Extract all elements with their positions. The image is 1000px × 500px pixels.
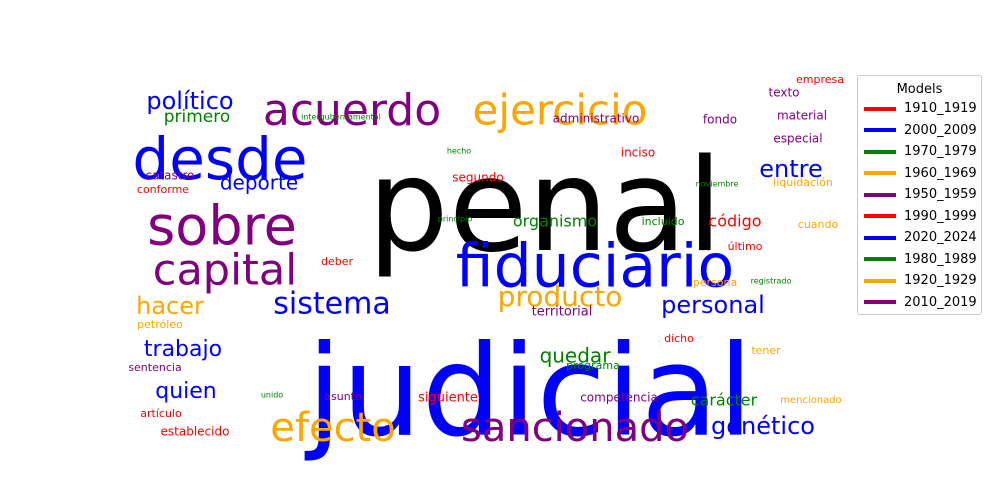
word: material <box>777 109 827 123</box>
word: incluido <box>642 215 685 228</box>
legend-item: 2020_2024 <box>858 227 981 249</box>
legend-label: 1950_1959 <box>904 187 977 203</box>
word: noviembre <box>696 180 739 189</box>
word: hecho <box>447 147 471 156</box>
word: mencionado <box>780 395 842 406</box>
legend-label: 2000_2009 <box>904 122 977 138</box>
word: principio <box>438 215 473 224</box>
legend-swatch <box>864 214 896 219</box>
legend-swatch <box>864 128 896 133</box>
word: carácter <box>691 391 758 410</box>
word: hacer <box>136 292 204 320</box>
legend-item: 1990_1999 <box>858 206 981 228</box>
word: sentencia <box>128 361 181 374</box>
legend-swatch <box>864 235 896 240</box>
word: genético <box>711 412 815 440</box>
word: sancionado <box>461 405 689 451</box>
legend-swatch <box>864 106 896 111</box>
word: cuando <box>798 218 839 231</box>
word: conforme <box>137 183 189 196</box>
word: establecido <box>161 425 230 439</box>
legend-swatch <box>864 192 896 197</box>
word: empresa <box>796 73 844 86</box>
word: catastro <box>146 169 195 183</box>
legend: Models 1910_1919 2000_2009 1970_1979 1960_1… <box>857 75 982 315</box>
word: quien <box>155 379 217 404</box>
word: penal <box>367 132 722 281</box>
legend-swatch <box>864 300 896 305</box>
legend-item: 1970_1979 <box>858 141 981 163</box>
word: competencia <box>580 391 658 405</box>
legend-swatch <box>864 171 896 176</box>
word: asunto <box>324 390 362 403</box>
word: artículo <box>140 407 182 420</box>
legend-item: 1910_1919 <box>858 98 981 120</box>
word: acuerdo <box>263 85 441 136</box>
word: dicho <box>664 332 694 345</box>
legend-title: Models <box>896 82 943 97</box>
word: siguiente <box>418 391 478 406</box>
word: registrado <box>751 277 792 286</box>
word: quedar <box>540 344 612 368</box>
word: trabajo <box>144 337 222 362</box>
word: sistema <box>273 287 390 322</box>
word: liquidación <box>773 176 833 189</box>
word: efecto <box>270 405 395 451</box>
word: capital <box>153 246 297 296</box>
word: programa <box>566 359 620 372</box>
legend-swatch <box>864 149 896 154</box>
word: segundo <box>452 171 503 185</box>
word: deporte <box>220 171 298 195</box>
word: inciso <box>621 146 655 160</box>
word: código <box>708 212 761 231</box>
legend-label: 2020_2024 <box>904 230 977 246</box>
legend-item: 2010_2019 <box>858 292 981 314</box>
legend-label: 1910_1919 <box>904 101 977 117</box>
word: sobre <box>147 195 297 258</box>
word: organismo <box>513 212 597 231</box>
word: deber <box>321 255 354 268</box>
legend-label: 1990_1999 <box>904 208 977 224</box>
word: ejercicio <box>473 86 648 135</box>
legend-item: 1950_1959 <box>858 184 981 206</box>
word: personal <box>661 291 765 319</box>
legend-item: 1980_1989 <box>858 249 981 271</box>
word: fondo <box>703 113 737 127</box>
legend-item: 2000_2009 <box>858 120 981 142</box>
word: desde <box>132 125 307 193</box>
word: especial <box>773 132 822 146</box>
word: persona <box>693 276 737 289</box>
word: fiduciario <box>456 232 734 302</box>
word: administrativo <box>553 112 640 126</box>
word: político <box>146 87 233 115</box>
legend-label: 1980_1989 <box>904 251 977 267</box>
legend-items: 1910_1919 2000_2009 1970_1979 1960_1969 1950… <box>858 98 981 313</box>
word: unido <box>261 391 283 400</box>
legend-item: 1960_1969 <box>858 163 981 185</box>
legend-label: 1960_1969 <box>904 165 977 181</box>
word: judicial <box>304 318 753 465</box>
word: tener <box>751 344 781 357</box>
word: primero <box>164 107 231 127</box>
legend-item: 1920_1929 <box>858 270 981 292</box>
word: entre <box>759 155 823 183</box>
word: último <box>728 240 763 253</box>
word: intergubernamental <box>301 113 381 122</box>
legend-label: 1970_1979 <box>904 144 977 160</box>
legend-label: 1920_1929 <box>904 273 977 289</box>
word: producto <box>498 280 623 313</box>
legend-swatch <box>864 257 896 262</box>
legend-swatch <box>864 278 896 283</box>
word: texto <box>768 86 799 100</box>
word: petróleo <box>137 318 183 331</box>
legend-label: 2010_2019 <box>904 294 977 310</box>
word: territorial <box>532 305 593 320</box>
